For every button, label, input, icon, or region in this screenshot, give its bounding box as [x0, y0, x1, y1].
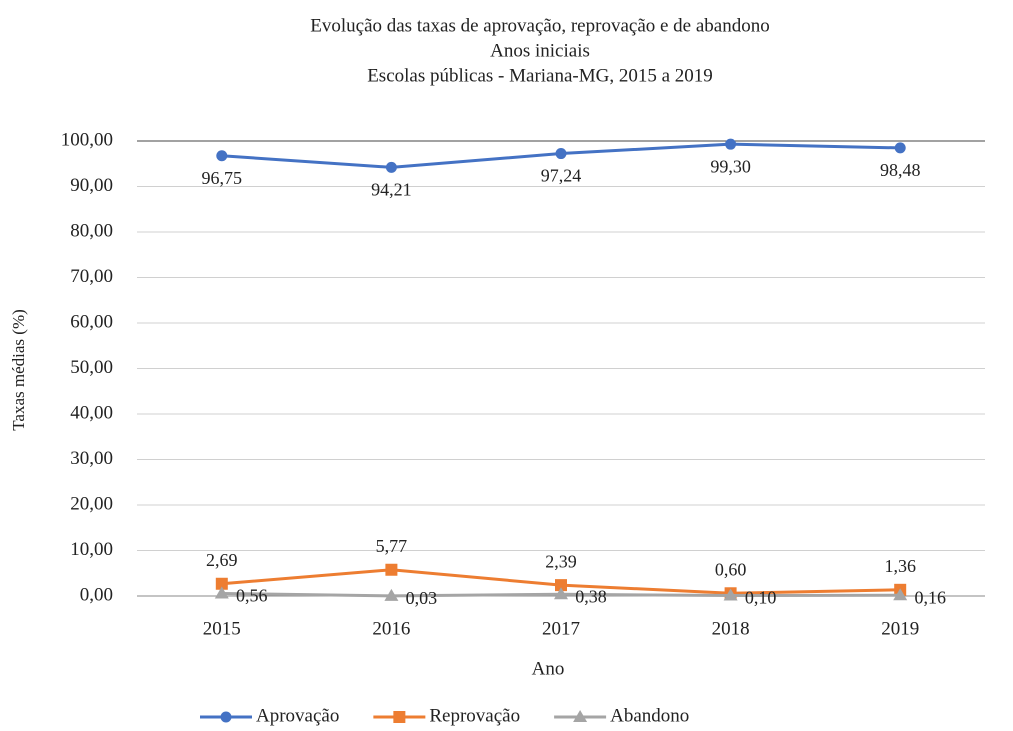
x-tick-label: 2018: [712, 618, 750, 639]
x-axis-title: Ano: [532, 658, 565, 679]
legend-marker: [573, 710, 588, 722]
marker: [894, 142, 906, 154]
value-label: 1,36: [884, 556, 916, 576]
y-tick-label: 70,00: [70, 266, 113, 287]
value-label: 2,39: [545, 551, 577, 571]
legend-marker: [393, 711, 406, 723]
value-label: 99,30: [710, 156, 751, 176]
legend-label: Aprovação: [256, 705, 339, 726]
value-label: 2,69: [206, 550, 238, 570]
marker: [385, 563, 398, 576]
value-label: 0,60: [715, 559, 747, 579]
value-label: 5,77: [376, 536, 408, 556]
chart-subtitle: Anos iniciais: [490, 40, 590, 61]
y-tick-label: 40,00: [70, 402, 113, 423]
marker: [384, 588, 399, 601]
marker: [893, 588, 908, 601]
y-tick-label: 30,00: [70, 448, 113, 469]
value-label: 0,56: [236, 586, 268, 606]
y-tick-label: 50,00: [70, 357, 113, 378]
marker: [555, 148, 567, 160]
x-tick-label: 2019: [881, 618, 919, 639]
legend-label: Abandono: [610, 705, 689, 726]
x-tick-label: 2015: [203, 618, 241, 639]
value-label: 0,16: [914, 587, 946, 607]
chart-title: Evolução das taxas de aprovação, reprova…: [310, 15, 769, 36]
marker: [385, 161, 397, 173]
value-label: 94,21: [371, 179, 412, 199]
marker: [215, 577, 228, 590]
y-axis-title: Taxas médias (%): [9, 309, 28, 431]
y-tick-label: 90,00: [70, 175, 113, 196]
y-tick-label: 60,00: [70, 311, 113, 332]
marker: [214, 586, 229, 599]
y-tick-label: 20,00: [70, 493, 113, 514]
marker: [555, 579, 567, 592]
marker: [554, 587, 568, 600]
y-tick-label: 80,00: [70, 220, 113, 241]
y-tick-label: 0,00: [80, 584, 113, 605]
marker: [725, 138, 737, 150]
value-label: 96,75: [202, 168, 243, 188]
value-label: 0,38: [575, 586, 607, 606]
legend-marker: [220, 711, 232, 723]
value-label: 0,03: [406, 588, 438, 608]
y-tick-label: 10,00: [70, 539, 113, 560]
value-label: 97,24: [541, 166, 582, 186]
x-tick-label: 2017: [542, 618, 580, 639]
x-tick-label: 2016: [372, 618, 410, 639]
y-tick-label: 100,00: [61, 129, 113, 150]
value-label: 98,48: [880, 160, 921, 180]
legend-label: Reprovação: [429, 705, 520, 726]
value-label: 0,10: [745, 588, 777, 608]
marker: [216, 150, 228, 162]
marker: [723, 588, 738, 601]
chart-subtitle: Escolas públicas - Mariana-MG, 2015 a 20…: [367, 65, 713, 86]
